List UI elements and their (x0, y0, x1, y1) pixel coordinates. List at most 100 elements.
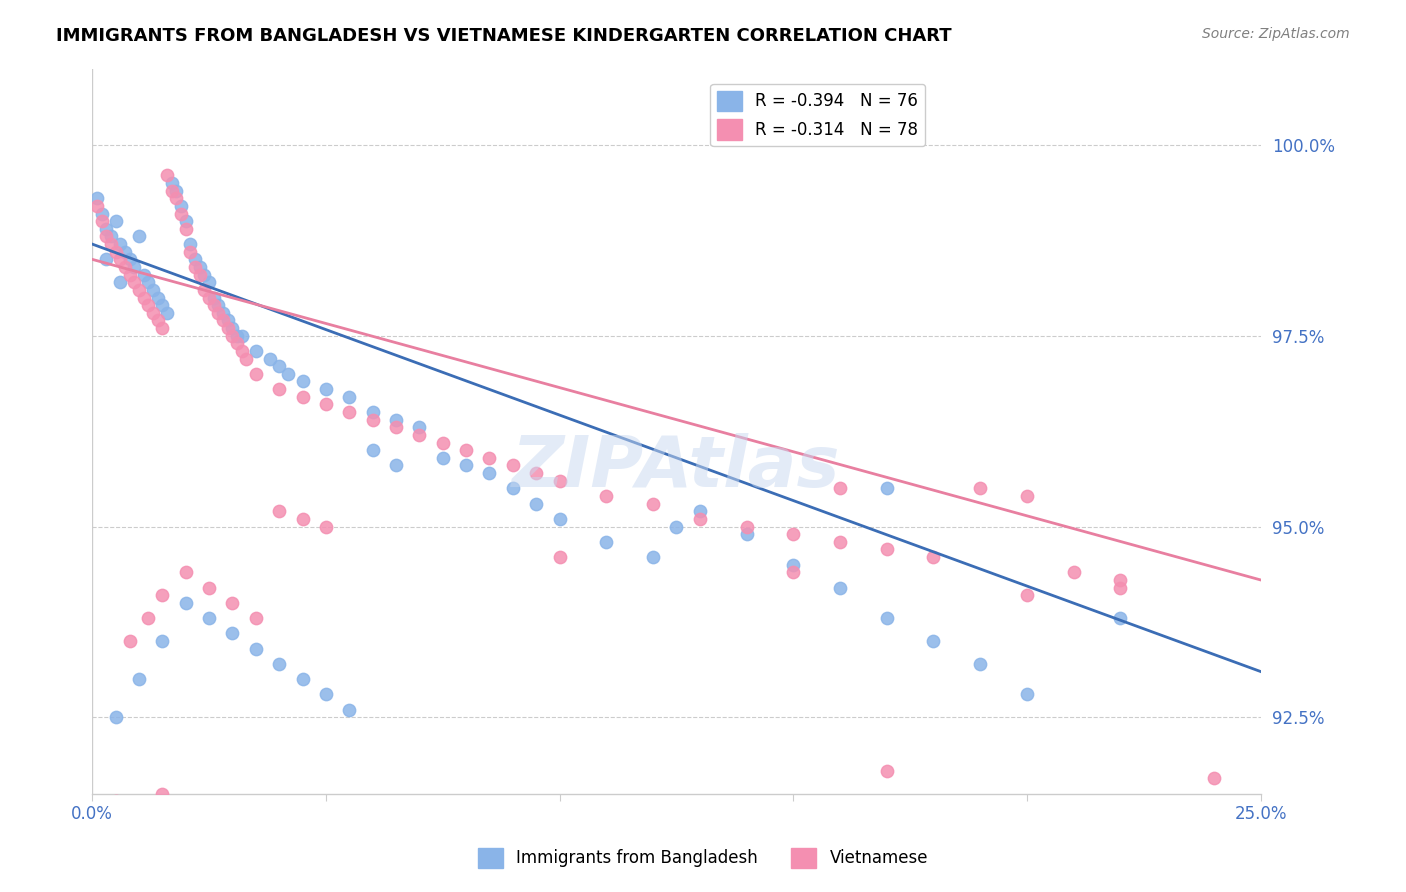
Point (595, 534, 617, 549)
Point (170, 206, 193, 220)
Point (226, 336, 249, 351)
Point (269, 657, 291, 671)
Point (118, 252, 141, 267)
Point (90, 214, 112, 228)
Legend: R = -0.394   N = 76, R = -0.314   N = 78: R = -0.394 N = 76, R = -0.314 N = 78 (710, 84, 925, 146)
Point (221, 596, 243, 610)
Point (782, 566, 804, 580)
Point (245, 611, 267, 625)
Point (1109, 573, 1132, 587)
Point (385, 458, 408, 473)
Point (184, 260, 207, 274)
Point (188, 260, 211, 274)
Point (291, 512, 314, 526)
Point (1109, 611, 1132, 625)
Point (132, 268, 155, 282)
Point (828, 581, 851, 595)
Point (454, 458, 477, 473)
Point (245, 641, 267, 656)
Point (876, 611, 898, 625)
Point (337, 703, 360, 717)
Point (1015, 588, 1038, 602)
Point (198, 581, 221, 595)
Point (235, 351, 257, 366)
Point (269, 382, 291, 396)
Point (202, 291, 225, 305)
Point (128, 283, 150, 297)
Point (198, 291, 221, 305)
Point (160, 176, 183, 190)
Point (337, 405, 360, 419)
Point (315, 382, 337, 396)
Point (188, 268, 211, 282)
Point (174, 214, 197, 228)
Point (217, 313, 239, 327)
Point (969, 657, 991, 671)
Point (361, 443, 384, 458)
Point (969, 481, 991, 495)
Point (1015, 688, 1038, 702)
Point (385, 420, 408, 434)
Point (198, 275, 221, 289)
Point (150, 787, 173, 801)
Point (114, 244, 136, 259)
Point (502, 481, 524, 495)
Point (524, 497, 547, 511)
Point (385, 412, 408, 426)
Point (110, 237, 132, 252)
Point (165, 184, 187, 198)
Point (104, 214, 127, 228)
Point (876, 542, 898, 557)
Point (165, 191, 187, 205)
Point (735, 519, 758, 533)
Point (922, 549, 945, 564)
Text: ZIPAtlas: ZIPAtlas (512, 433, 841, 502)
Point (193, 268, 215, 282)
Point (118, 268, 141, 282)
Point (110, 275, 132, 289)
Point (132, 291, 155, 305)
Point (221, 321, 243, 335)
Point (100, 229, 122, 244)
Point (156, 306, 179, 320)
Point (160, 184, 183, 198)
Point (828, 534, 851, 549)
Point (174, 566, 197, 580)
Point (524, 466, 547, 480)
Point (828, 481, 851, 495)
Point (315, 688, 337, 702)
Point (922, 634, 945, 648)
Point (689, 512, 711, 526)
Point (136, 275, 159, 289)
Point (202, 298, 225, 312)
Point (548, 512, 571, 526)
Point (1015, 489, 1038, 503)
Point (245, 367, 267, 381)
Point (146, 291, 169, 305)
Point (122, 260, 145, 274)
Point (142, 306, 165, 320)
Point (104, 794, 127, 808)
Point (1109, 581, 1132, 595)
Point (217, 321, 239, 335)
Point (782, 558, 804, 572)
Point (207, 298, 229, 312)
Point (96, 252, 118, 267)
Point (361, 412, 384, 426)
Point (277, 367, 299, 381)
Point (136, 298, 159, 312)
Point (118, 634, 141, 648)
Point (128, 229, 150, 244)
Point (86, 199, 108, 213)
Point (408, 420, 430, 434)
Point (86, 191, 108, 205)
Point (104, 244, 127, 259)
Point (174, 222, 197, 236)
Point (259, 351, 281, 366)
Point (142, 283, 165, 297)
Point (212, 306, 235, 320)
Point (315, 397, 337, 411)
Point (245, 343, 267, 358)
Point (432, 450, 454, 465)
Point (170, 199, 193, 213)
